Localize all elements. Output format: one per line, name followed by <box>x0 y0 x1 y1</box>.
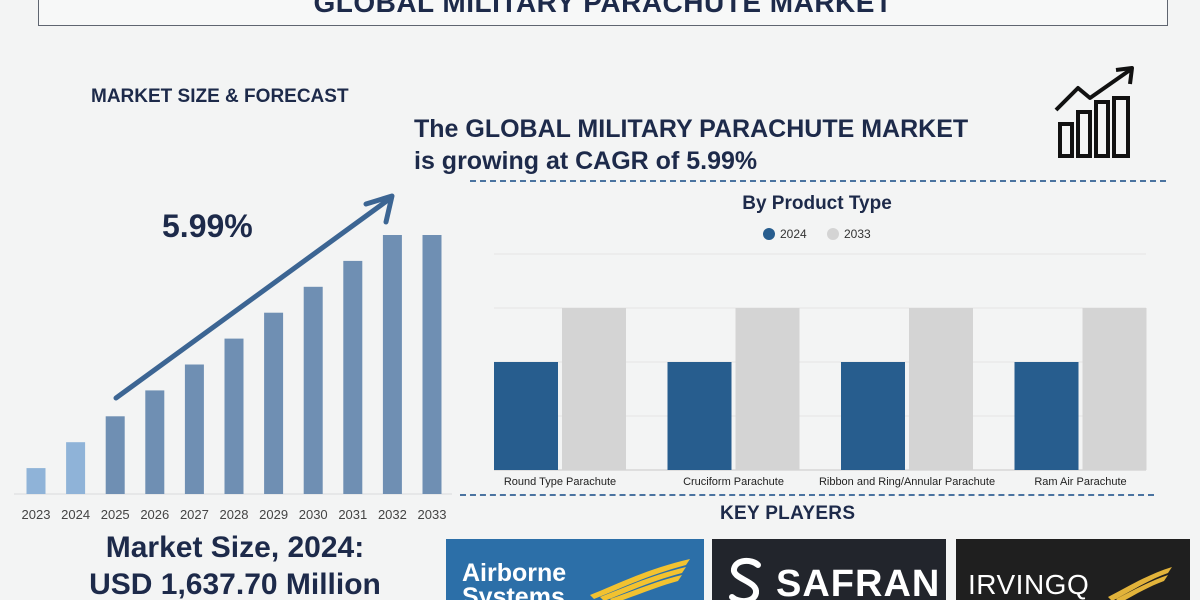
market-size-line-1: Market Size, 2024: <box>105 531 365 564</box>
product-type-bar-chart: By Product Type 2024 2033 Round Type Par… <box>494 193 1147 488</box>
airborne-logo-line-1: Airborne <box>462 559 567 587</box>
forecast-bar-2030 <box>303 286 323 494</box>
headline: The GLOBAL MILITARY PARACHUTE MARKET is … <box>414 113 968 177</box>
safran-s-icon <box>729 557 761 600</box>
forecast-bar-2026 <box>145 390 165 494</box>
forecast-tick-2027: 2027 <box>180 507 209 522</box>
key-players-label: KEY PLAYERS <box>720 503 856 524</box>
forecast-tick-2033: 2033 <box>418 507 447 522</box>
bar-2033-2 <box>909 308 973 470</box>
forecast-tick-2029: 2029 <box>259 507 288 522</box>
forecast-tick-2031: 2031 <box>338 507 367 522</box>
bar-2024-1 <box>667 362 732 470</box>
forecast-bar-chart: 2023 2024 2025 2026 2027 2028 2029 2030 2031 2032… <box>14 193 452 522</box>
forecast-bar-2032 <box>382 235 402 494</box>
category-label-2: Ribbon and Ring/Annular Parachute <box>819 476 995 488</box>
irvingq-logo-text: IRVINGQ <box>968 569 1090 600</box>
divider-bottom <box>460 494 1154 496</box>
category-label-3: Ram Air Parachute <box>1034 476 1126 488</box>
forecast-tick-2025: 2025 <box>101 507 130 522</box>
forecast-tick-2023: 2023 <box>22 507 51 522</box>
forecast-tick-2030: 2030 <box>299 507 328 522</box>
bar-2024-2 <box>841 362 905 470</box>
legend-label-2024: 2024 <box>780 227 807 241</box>
irvingq-logo: IRVINGQ <box>956 539 1190 600</box>
forecast-bar-2027 <box>184 364 204 494</box>
title-banner: GLOBAL MILITARY PARACHUTE MARKET <box>38 0 1168 26</box>
legend-dot-2024 <box>763 228 775 240</box>
growth-trend-arrow <box>113 193 395 401</box>
airborne-systems-logo: Airborne Systems <box>446 539 704 600</box>
bar-2033-1 <box>735 308 800 470</box>
wing-icon <box>590 559 690 600</box>
bar-2024-3 <box>1014 362 1079 470</box>
market-size-section-label: MARKET SIZE & FORECAST <box>91 86 349 107</box>
market-size-line-2: USD 1,637.70 Million <box>89 568 381 600</box>
bar-2033-3 <box>1082 308 1147 470</box>
airborne-logo-text: Airborne Systems <box>462 561 566 600</box>
forecast-bar-2024 <box>66 442 86 494</box>
forecast-tick-2032: 2032 <box>378 507 407 522</box>
forecast-bar-2025 <box>105 416 125 494</box>
headline-line-1: The GLOBAL MILITARY PARACHUTE MARKET <box>414 115 969 143</box>
category-label-1: Cruciform Parachute <box>683 476 784 488</box>
bar-2024-0 <box>494 362 558 470</box>
safran-logo-text: SAFRAN <box>776 563 941 600</box>
legend-dot-2033 <box>827 228 839 240</box>
wing-icon <box>1108 567 1172 600</box>
legend-label-2033: 2033 <box>844 227 871 241</box>
forecast-tick-2026: 2026 <box>140 507 169 522</box>
forecast-bar-2031 <box>343 260 363 494</box>
divider-top <box>470 180 1166 182</box>
bar-2033-0 <box>562 308 626 470</box>
forecast-bar-2029 <box>264 312 284 494</box>
forecast-bar-2033 <box>422 235 442 494</box>
airborne-logo-line-2: Systems <box>462 583 565 600</box>
forecast-tick-2024: 2024 <box>61 507 90 522</box>
forecast-bar-2023 <box>26 468 46 494</box>
page-title: GLOBAL MILITARY PARACHUTE MARKET <box>313 0 893 18</box>
cagr-label: 5.99% <box>162 208 253 244</box>
headline-line-2: is growing at CAGR of 5.99% <box>414 147 758 175</box>
forecast-tick-2028: 2028 <box>220 507 249 522</box>
chart-legend: 2024 2033 <box>763 227 871 241</box>
safran-logo: SAFRAN <box>712 539 946 600</box>
chart-title: By Product Type <box>742 193 892 214</box>
category-label-0: Round Type Parachute <box>504 476 616 488</box>
bar-chart-rising-arrow-icon <box>1054 66 1134 158</box>
forecast-bar-2028 <box>224 338 244 494</box>
